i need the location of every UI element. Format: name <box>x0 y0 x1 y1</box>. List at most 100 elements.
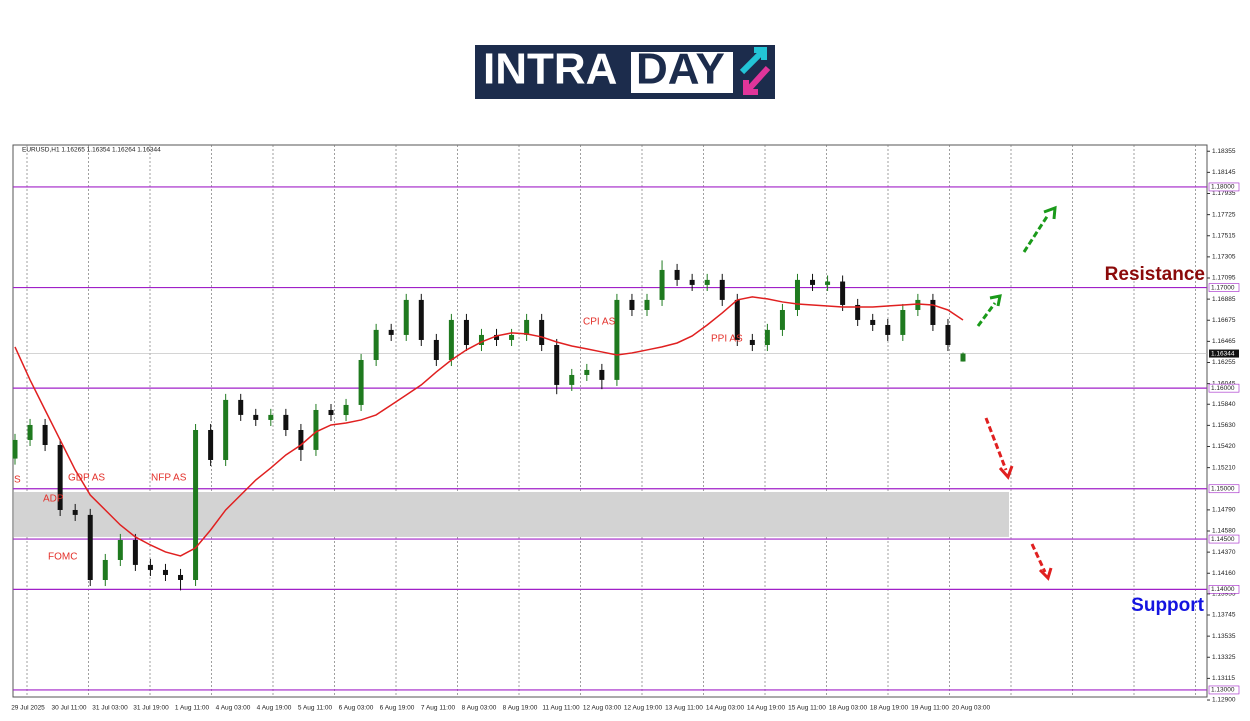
resistance-label: Resistance <box>1105 264 1205 285</box>
y-tick-label: 1.17095 <box>1212 275 1236 282</box>
candle-body <box>719 279 725 300</box>
x-tick-label: 14 Aug 19:00 <box>747 705 786 712</box>
arrow <box>1022 214 1050 253</box>
x-tick-label: 20 Aug 03:00 <box>952 705 991 712</box>
arrow-head <box>1043 205 1057 220</box>
arrow-head <box>998 465 1014 480</box>
header: EURUSD,H1 1.16265 1.16354 1.16264 1.1634… <box>22 147 161 154</box>
annotation: CPI AS <box>583 317 616 328</box>
x-tick-label: 18 Aug 03:00 <box>829 705 868 712</box>
level-box <box>1208 283 1240 292</box>
y-tick-label: 1.18355 <box>1212 148 1236 155</box>
level-box <box>1208 484 1240 494</box>
candle-body <box>599 369 605 380</box>
candle-body <box>855 304 861 320</box>
level-label: 1.14500 <box>1211 536 1235 543</box>
candle-body <box>915 299 921 310</box>
candle-body <box>945 324 951 345</box>
y-tick-label: 1.15210 <box>1212 464 1236 471</box>
x-tick-label: 13 Aug 11:00 <box>665 705 703 712</box>
arrow-head <box>1038 567 1053 581</box>
annotation: GDP AS <box>68 473 105 484</box>
candle-body <box>494 334 500 340</box>
y-tick-label: 1.13115 <box>1212 675 1235 682</box>
current-price-box <box>1209 349 1239 358</box>
x-tick-label: 19 Aug 11:00 <box>911 705 949 712</box>
candle-body <box>418 299 424 340</box>
candle-body <box>328 409 334 416</box>
logo-arrow-up <box>739 47 767 75</box>
candle-body <box>644 299 650 310</box>
y-tick-label: 1.12900 <box>1212 697 1236 704</box>
candle-body <box>870 319 876 325</box>
y-tick-label: 1.14370 <box>1212 549 1236 556</box>
candle-body <box>659 269 665 300</box>
candle-body <box>448 319 454 360</box>
candle-body <box>223 399 229 460</box>
candle-body <box>253 414 259 420</box>
candle-body <box>132 539 138 565</box>
x-tick-label: 8 Aug 03:00 <box>462 705 497 712</box>
candle-body <box>478 334 484 345</box>
arrow <box>984 417 1008 471</box>
candle-body <box>539 319 545 345</box>
candle-body <box>463 319 469 345</box>
level-label: 1.14000 <box>1211 586 1235 593</box>
candle-body <box>900 309 906 335</box>
level-label: 1.18000 <box>1211 184 1235 191</box>
level-box <box>1208 585 1240 594</box>
annotation: PPI AS <box>711 334 743 345</box>
y-tick-label: 1.16255 <box>1212 359 1236 366</box>
y-tick-label: 1.18145 <box>1212 169 1236 176</box>
candle-body <box>87 514 93 581</box>
arrow <box>976 302 997 327</box>
level-box <box>1208 182 1240 192</box>
x-tick-label: 12 Aug 19:00 <box>624 705 663 712</box>
logo: INTRA DAY <box>475 45 775 99</box>
annotation: S <box>14 475 21 486</box>
candle-body <box>885 324 891 335</box>
forecast-arrows <box>976 205 1057 581</box>
candle-body <box>779 309 785 330</box>
annotation: FOMC <box>48 552 77 563</box>
candle-body <box>373 329 379 360</box>
candle-body <box>178 574 184 581</box>
x-tick-label: 12 Aug 03:00 <box>583 705 622 712</box>
level-box <box>1208 534 1240 544</box>
candle-body <box>509 334 515 340</box>
candle-body <box>960 353 966 362</box>
y-tick-label: 1.17515 <box>1212 232 1236 239</box>
y-tick-label: 1.13325 <box>1212 654 1236 661</box>
candle-body <box>764 329 770 345</box>
candle-body <box>524 319 530 335</box>
x-tick-label: 4 Aug 03:00 <box>216 705 251 712</box>
candle-body <box>147 564 153 570</box>
plot-frame <box>12 144 1208 698</box>
y-tick-label: 1.16045 <box>1212 380 1236 387</box>
candle-body <box>810 279 816 285</box>
x-tick-label: 29 Jul 2025 <box>11 705 45 712</box>
logo-arrow-down <box>743 65 771 95</box>
y-tick-label: 1.16885 <box>1212 296 1236 303</box>
candle-body <box>749 339 755 345</box>
x-tick-label: 4 Aug 19:00 <box>257 705 292 712</box>
candle-body <box>584 369 590 375</box>
x-tick-label: 6 Aug 19:00 <box>380 705 415 712</box>
level-label: 1.13000 <box>1211 687 1235 694</box>
candle-body <box>162 569 168 575</box>
y-tick-label: 1.15840 <box>1212 401 1236 408</box>
y-tick-label: 1.17725 <box>1212 211 1236 218</box>
x-tick-label: 11 Aug 11:00 <box>542 705 580 712</box>
candle-body <box>313 409 319 450</box>
candle-body <box>117 539 123 560</box>
y-tick-label: 1.17935 <box>1212 190 1236 197</box>
moving-average <box>14 296 964 557</box>
candle-body <box>208 430 214 460</box>
candle-body <box>388 329 394 335</box>
plot: 1.18355 1.18145 1.17935 1.17725 1.17515 1.173… <box>11 145 1240 712</box>
x-tick-label: 18 Aug 19:00 <box>870 705 909 712</box>
candle-body <box>825 281 831 285</box>
x-tick-label: 31 Jul 19:00 <box>133 705 169 712</box>
